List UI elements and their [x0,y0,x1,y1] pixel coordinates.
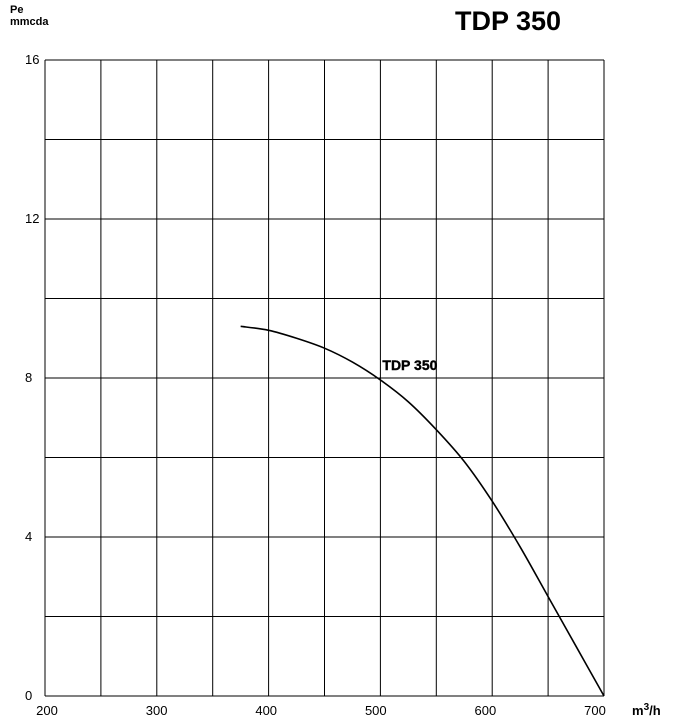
x-tick-label: 300 [146,703,168,718]
x-tick-label: 500 [365,703,387,718]
y-tick-label: 8 [25,370,32,385]
series-label-tdp-350: TDP 350 [382,357,437,373]
grid [44,59,605,697]
x-axis-unit-prefix: m [632,703,644,718]
x-tick-label: 400 [255,703,277,718]
y-tick-label: 4 [25,529,32,544]
chart-title: TDP 350 [455,6,562,36]
y-tick-label: 0 [25,688,32,703]
y-tick-labels: 0 4 8 12 16 [25,52,39,703]
y-axis-label: Pe mmcda [10,4,49,28]
y-tick-label: 16 [25,52,39,67]
y-tick-label: 12 [25,211,39,226]
x-axis-unit-suffix: /h [649,703,661,718]
x-tick-labels: 200 300 400 500 600 700 [36,703,606,718]
y-axis-label-line-1: Pe [10,4,24,16]
series-line-tdp-350 [240,325,605,697]
y-axis-label-line-2: mmcda [10,16,49,28]
x-tick-label: 200 [36,703,58,718]
x-axis-unit-label: m3/h [632,702,661,718]
x-tick-label: 600 [475,703,497,718]
x-axis-unit-superscript: 3 [644,702,650,713]
x-tick-label: 700 [584,703,606,718]
